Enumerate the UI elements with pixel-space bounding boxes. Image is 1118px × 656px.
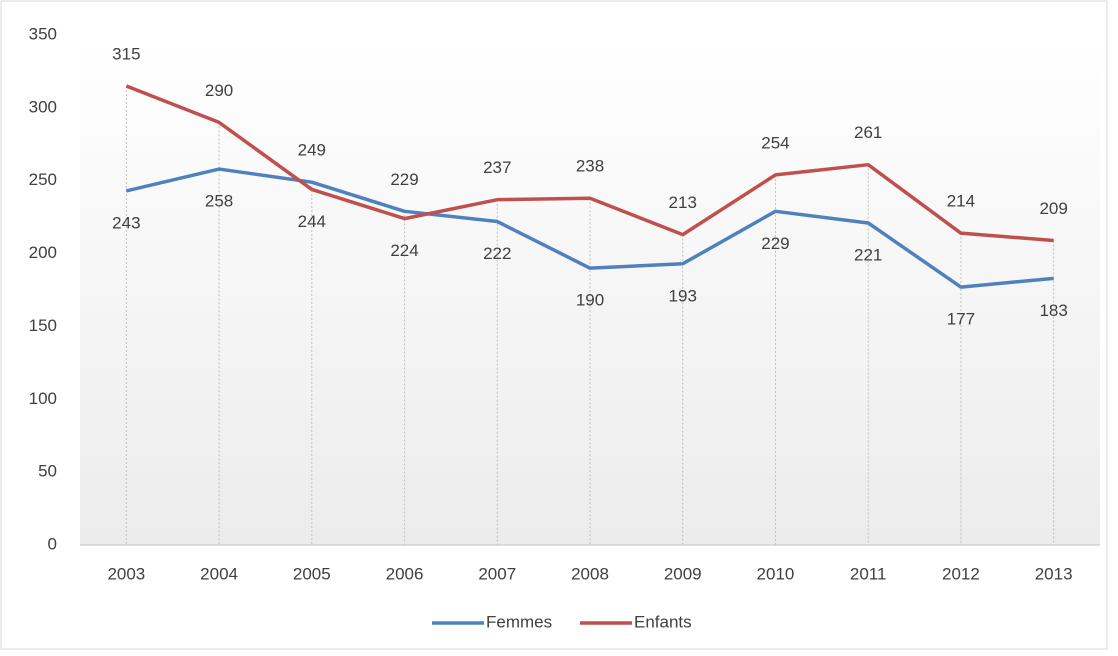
- y-tick-label: 300: [29, 97, 57, 116]
- y-tick-label: 350: [29, 24, 57, 43]
- data-label: 221: [854, 245, 882, 264]
- data-label: 222: [483, 244, 511, 263]
- y-tick-label: 250: [29, 170, 57, 189]
- x-tick-label: 2013: [1035, 564, 1073, 583]
- y-tick-label: 50: [38, 462, 57, 481]
- x-tick-label: 2007: [478, 564, 516, 583]
- data-label: 243: [112, 213, 140, 232]
- x-tick-label: 2006: [386, 564, 424, 583]
- y-tick-label: 200: [29, 243, 57, 262]
- data-label: 190: [576, 291, 604, 310]
- data-label: 224: [390, 241, 418, 260]
- data-label: 238: [576, 157, 604, 176]
- data-label: 209: [1039, 199, 1067, 218]
- series-line: [125, 167, 1054, 289]
- data-label: 290: [205, 81, 233, 100]
- data-label: 213: [669, 193, 697, 212]
- y-tick-label: 150: [29, 316, 57, 335]
- legend-label: Femmes: [486, 612, 552, 631]
- data-label: 244: [298, 212, 326, 231]
- data-label: 177: [947, 310, 975, 329]
- legend-label: Enfants: [634, 612, 692, 631]
- x-tick-label: 2009: [664, 564, 702, 583]
- x-tick-label: 2004: [200, 564, 238, 583]
- x-tick-label: 2008: [571, 564, 609, 583]
- data-label: 315: [112, 44, 140, 63]
- series-line: [125, 84, 1054, 243]
- x-tick-label: 2010: [757, 564, 795, 583]
- data-label: 193: [669, 286, 697, 305]
- x-tick-label: 2011: [850, 564, 887, 583]
- data-label: 183: [1039, 301, 1067, 320]
- data-label: 249: [298, 141, 326, 160]
- x-tick-label: 2003: [107, 564, 145, 583]
- x-tick-label: 2012: [942, 564, 980, 583]
- data-label: 261: [854, 123, 882, 142]
- data-label: 229: [761, 234, 789, 253]
- data-label: 254: [761, 133, 789, 152]
- data-label: 258: [205, 192, 233, 211]
- data-label: 229: [390, 170, 418, 189]
- data-label: 237: [483, 158, 511, 177]
- data-label: 214: [947, 192, 975, 211]
- x-tick-label: 2005: [293, 564, 331, 583]
- y-tick-label: 100: [29, 389, 57, 408]
- y-tick-label: 0: [48, 534, 57, 553]
